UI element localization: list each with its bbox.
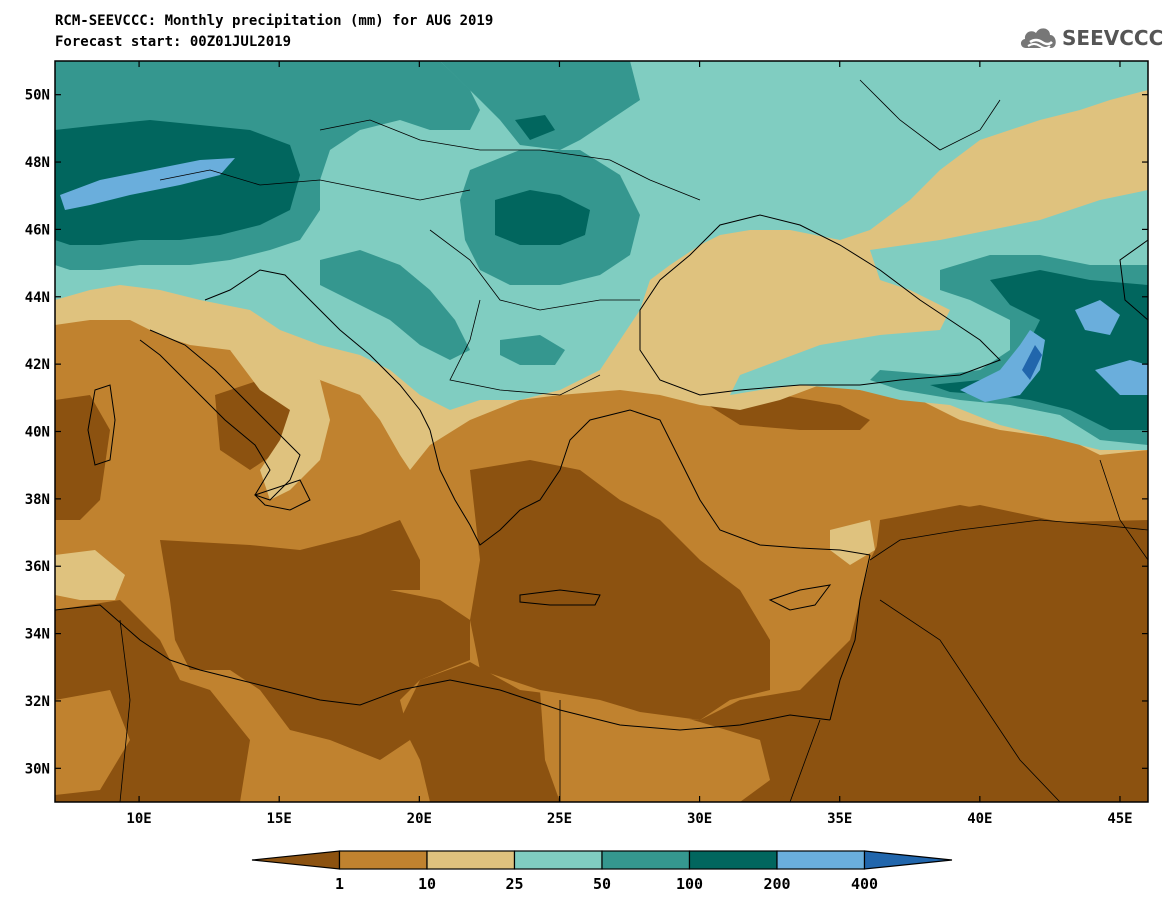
longitude-ticks: 10E 15E 20E 25E 30E 35E 40E 45E	[126, 61, 1133, 827]
lat-tick-label: 46N	[25, 222, 50, 238]
lon-tick-label: 10E	[126, 811, 151, 827]
precip-patch-tyrrhenian	[230, 350, 330, 500]
border-5	[859, 79, 1001, 151]
colorbar-level-label: 100	[676, 875, 703, 893]
map-title: RCM-SEEVCCC: Monthly precipitation (mm) …	[55, 13, 494, 29]
border-1	[159, 169, 471, 201]
crete-coast	[519, 589, 601, 606]
latitude-ticks: 30N 32N 34N 36N 38N 40N 42N 44N 46N 48N 50N	[25, 88, 1148, 777]
colorbar-level-label: 400	[851, 875, 878, 893]
sardinia-coast	[87, 384, 116, 466]
lon-tick-label: 30E	[687, 811, 712, 827]
lat-tick-label: 44N	[25, 290, 50, 306]
lon-tick-label: 25E	[547, 811, 572, 827]
cyprus-coast	[768, 584, 832, 611]
border-7	[879, 599, 1061, 802]
sicily-coast	[254, 479, 311, 511]
turkey-coast	[629, 409, 871, 556]
border-8	[789, 719, 821, 802]
precipitation-field	[55, 61, 1148, 802]
coastlines	[55, 214, 1148, 731]
forecast-start-subtitle: Forecast start: 00Z01JUL2019	[55, 34, 292, 50]
precip-band-200-400-armenia	[1095, 360, 1148, 395]
precip-band-100-200-hungary	[495, 190, 590, 245]
border-3	[429, 229, 640, 311]
precip-band-50-100-balkan	[320, 250, 470, 360]
precip-dry-core-east	[470, 460, 770, 720]
lat-tick-label: 32N	[25, 694, 50, 710]
lon-tick-label: 45E	[1107, 811, 1132, 827]
italy-coast	[139, 329, 301, 501]
precip-band-200-400-georgia	[1075, 300, 1120, 335]
precip-dry-east	[780, 505, 1148, 802]
colorbar-level-label: 50	[593, 875, 611, 893]
lon-tick-label: 35E	[827, 811, 852, 827]
logo-text: SEEVCCC	[1062, 26, 1164, 50]
precip-patch-south-2	[55, 690, 130, 795]
border-2	[319, 119, 701, 201]
colorbar-swatch	[338, 850, 428, 870]
lat-tick-label: 40N	[25, 425, 50, 441]
colorbar: 1 10 25 50 100 200 400	[251, 850, 953, 893]
colorbar-level-label: 25	[505, 875, 523, 893]
greece-coast	[429, 409, 631, 546]
lat-tick-label: 30N	[25, 761, 50, 777]
country-borders	[119, 79, 1148, 802]
colorbar-swatch	[426, 850, 516, 870]
colorbar-swatch	[688, 850, 778, 870]
border-4	[449, 299, 601, 396]
precip-dry-sardinia	[55, 395, 110, 520]
colorbar-swatch	[863, 850, 953, 870]
lat-tick-label: 42N	[25, 357, 50, 373]
lon-tick-label: 40E	[967, 811, 992, 827]
colorbar-level-label: 1	[335, 875, 344, 893]
cloud-icon	[1020, 28, 1056, 49]
africa-coast	[55, 604, 831, 731]
border-11	[1099, 459, 1148, 561]
precip-band-50-100-serbia	[500, 335, 565, 365]
precip-band-200-400-caucasus	[960, 330, 1045, 402]
lat-tick-label: 38N	[25, 492, 50, 508]
border-10	[119, 619, 131, 802]
lat-tick-label: 50N	[25, 88, 50, 104]
lon-tick-label: 15E	[267, 811, 292, 827]
seevccc-logo: SEEVCCC	[1018, 22, 1163, 54]
precip-band-50-100-north	[440, 61, 640, 150]
border-6	[869, 519, 1148, 561]
precip-dry-core	[160, 520, 470, 760]
colorbar-swatch	[601, 850, 691, 870]
lon-tick-label: 20E	[407, 811, 432, 827]
lat-tick-label: 34N	[25, 627, 50, 643]
black-sea-coast	[639, 214, 1001, 396]
colorbar-level-label: 200	[763, 875, 790, 893]
precip-patch-south-1	[540, 690, 770, 802]
levant-coast	[829, 554, 871, 721]
lat-tick-label: 48N	[25, 155, 50, 171]
colorbar-swatch	[776, 850, 866, 870]
adriatic-coast	[204, 269, 431, 431]
colorbar-level-label: 10	[418, 875, 436, 893]
precip-band-200-400-alps	[60, 158, 235, 210]
lat-tick-label: 36N	[25, 559, 50, 575]
colorbar-swatch	[251, 850, 341, 870]
caspian-coast	[1119, 239, 1148, 321]
colorbar-swatch	[513, 850, 603, 870]
precip-band-gt400	[1022, 345, 1042, 380]
precip-band-100-200-poland	[515, 115, 555, 140]
precip-patch-tunisia	[55, 550, 125, 600]
